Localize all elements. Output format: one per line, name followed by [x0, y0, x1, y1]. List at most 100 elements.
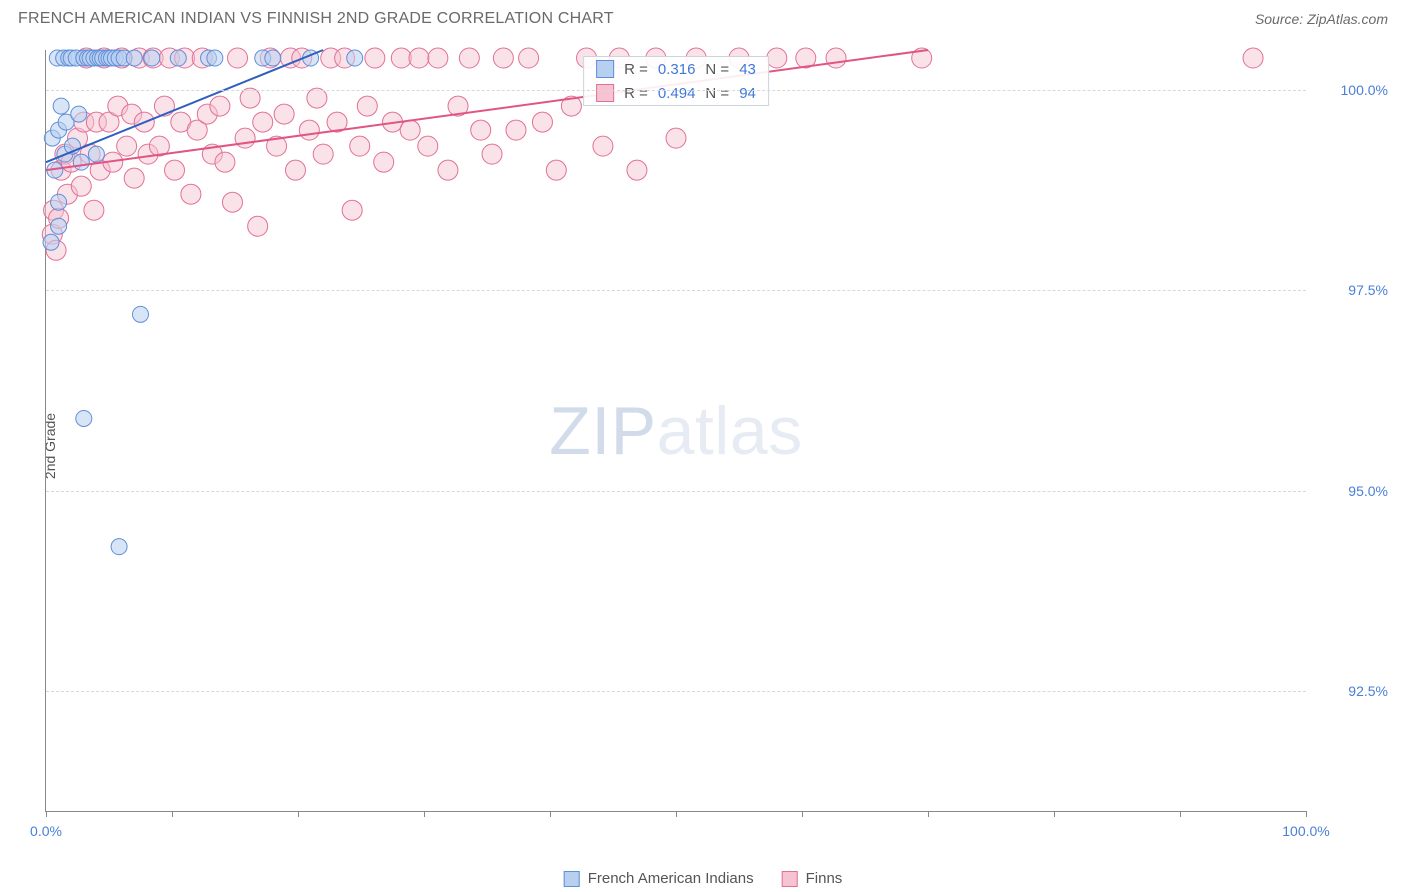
data-point	[76, 410, 92, 426]
data-point	[347, 50, 363, 66]
data-point	[593, 136, 613, 156]
chart-area: 2nd Grade ZIPatlas R =0.316N =43R =0.494…	[45, 50, 1396, 842]
chart-svg	[46, 50, 1306, 811]
x-tick	[172, 811, 173, 817]
series-legend: French American Indians Finns	[564, 870, 843, 887]
legend-label: Finns	[806, 870, 843, 887]
y-tick-label: 95.0%	[1348, 483, 1388, 499]
data-point	[181, 184, 201, 204]
x-tick	[1054, 811, 1055, 817]
data-point	[274, 104, 294, 124]
data-point	[51, 218, 67, 234]
data-point	[400, 120, 420, 140]
data-point	[248, 216, 268, 236]
data-point	[88, 146, 104, 162]
x-tick	[1180, 811, 1181, 817]
legend-swatch	[782, 871, 798, 887]
y-tick-label: 92.5%	[1348, 683, 1388, 699]
n-value: 43	[739, 61, 756, 78]
data-point	[826, 48, 846, 68]
data-point	[215, 152, 235, 172]
x-tick	[298, 811, 299, 817]
plot-region: ZIPatlas R =0.316N =43R =0.494N =94 100.…	[45, 50, 1306, 812]
x-tick-label: 100.0%	[1282, 823, 1329, 839]
x-tick	[424, 811, 425, 817]
x-tick	[1306, 811, 1307, 817]
data-point	[210, 96, 230, 116]
data-point	[374, 152, 394, 172]
data-point	[506, 120, 526, 140]
data-point	[342, 200, 362, 220]
gridline-h	[46, 90, 1306, 91]
data-point	[299, 120, 319, 140]
data-point	[307, 88, 327, 108]
data-point	[222, 192, 242, 212]
data-point	[51, 194, 67, 210]
legend-swatch	[596, 84, 614, 102]
x-tick	[550, 811, 551, 817]
data-point	[84, 200, 104, 220]
data-point	[111, 539, 127, 555]
chart-title: FRENCH AMERICAN INDIAN VS FINNISH 2ND GR…	[18, 10, 614, 28]
data-point	[73, 154, 89, 170]
legend-swatch	[596, 60, 614, 78]
data-point	[53, 98, 69, 114]
legend-label: French American Indians	[588, 870, 754, 887]
gridline-h	[46, 491, 1306, 492]
x-tick	[676, 811, 677, 817]
x-tick	[928, 811, 929, 817]
r-label: R =	[624, 85, 648, 102]
data-point	[228, 48, 248, 68]
data-point	[154, 96, 174, 116]
x-tick-label: 0.0%	[30, 823, 62, 839]
data-point	[117, 136, 137, 156]
data-point	[265, 50, 281, 66]
data-point	[43, 234, 59, 250]
data-point	[627, 160, 647, 180]
data-point	[428, 48, 448, 68]
data-point	[313, 144, 333, 164]
data-point	[357, 96, 377, 116]
data-point	[519, 48, 539, 68]
data-point	[133, 306, 149, 322]
data-point	[438, 160, 458, 180]
data-point	[365, 48, 385, 68]
r-value: 0.494	[658, 85, 696, 102]
data-point	[767, 48, 787, 68]
data-point	[459, 48, 479, 68]
data-point	[350, 136, 370, 156]
r-value: 0.316	[658, 61, 696, 78]
data-point	[170, 50, 186, 66]
data-point	[391, 48, 411, 68]
data-point	[240, 88, 260, 108]
correlation-legend: R = 0.316 N = 43 R = 0.494 N = 94	[583, 56, 769, 106]
data-point	[532, 112, 552, 132]
data-point	[71, 106, 87, 122]
legend-swatch	[564, 871, 580, 887]
x-tick	[802, 811, 803, 817]
correlation-row: R = 0.316 N = 43	[584, 57, 768, 81]
gridline-h	[46, 290, 1306, 291]
correlation-row: R = 0.494 N = 94	[584, 81, 768, 105]
data-point	[124, 168, 144, 188]
data-point	[493, 48, 513, 68]
n-label: N =	[705, 61, 729, 78]
data-point	[126, 50, 142, 66]
data-point	[418, 136, 438, 156]
data-point	[482, 144, 502, 164]
legend-item: Finns	[782, 870, 843, 887]
data-point	[666, 128, 686, 148]
data-point	[409, 48, 429, 68]
y-tick-label: 97.5%	[1348, 282, 1388, 298]
r-label: R =	[624, 61, 648, 78]
n-value: 94	[739, 85, 756, 102]
chart-source: Source: ZipAtlas.com	[1255, 11, 1388, 27]
gridline-h	[46, 691, 1306, 692]
data-point	[144, 50, 160, 66]
data-point	[71, 176, 91, 196]
data-point	[235, 128, 255, 148]
data-point	[285, 160, 305, 180]
x-tick	[46, 811, 47, 817]
data-point	[165, 160, 185, 180]
n-label: N =	[705, 85, 729, 102]
